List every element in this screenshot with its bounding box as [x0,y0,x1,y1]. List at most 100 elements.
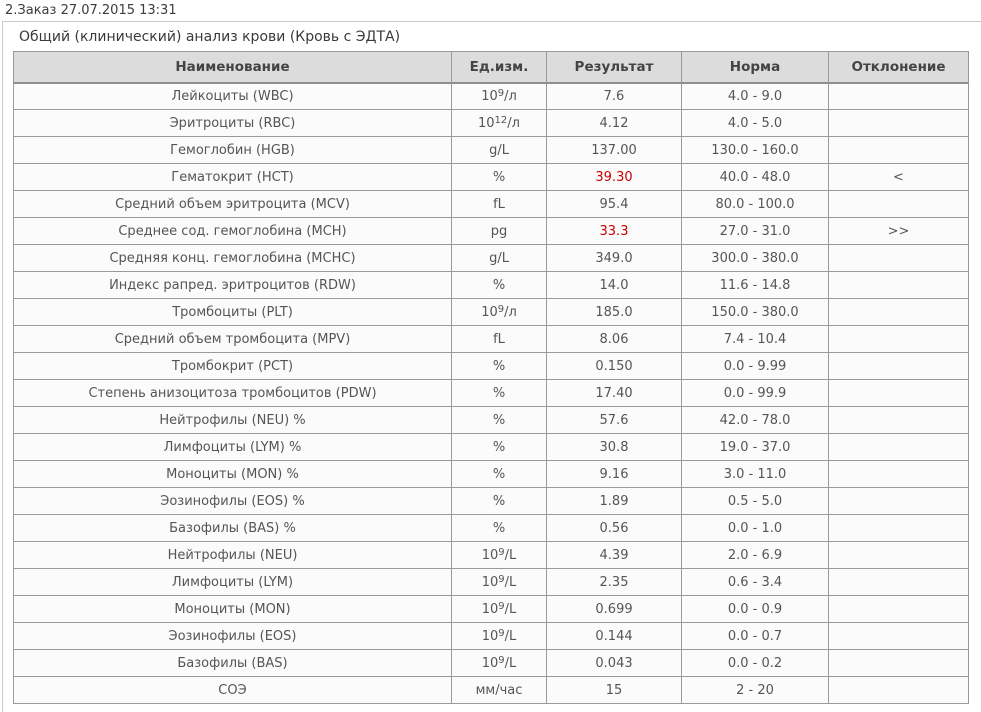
result-cell: 0.144 [546,622,682,650]
deviation-cell [828,271,969,299]
norm-cell: 0.0 - 0.2 [681,649,829,677]
norm-cell: 4.0 - 9.0 [681,82,829,110]
param-name-cell: Гемоглобин (HGB) [13,136,452,164]
table-row: Лимфоциты (LYM) %% 30.8 19.0 - 37.0 [13,433,969,461]
param-name-cell: Средний объем тромбоцита (MPV) [13,325,452,353]
result-cell: 8.06 [546,325,682,353]
deviation-cell [828,460,969,488]
table-row: Моноциты (MON) 109/L 0.699 0.0 - 0.9 [13,595,969,623]
deviation-cell [828,109,969,137]
param-name-cell: Эозинофилы (EOS) [13,622,452,650]
result-cell: 15 [546,676,682,704]
unit-cell: g/L [451,244,547,272]
table-row: Эозинофилы (EOS) 109/L 0.144 0.0 - 0.7 [13,622,969,650]
column-header-result: Результат [546,51,682,84]
result-cell: 33.3 [546,217,682,245]
param-name-cell: Моноциты (MON) % [13,460,452,488]
deviation-cell [828,379,969,407]
norm-cell: 0.0 - 9.99 [681,352,829,380]
result-cell: 137.00 [546,136,682,164]
unit-cell: 109/л [451,298,547,326]
deviation-cell [828,190,969,218]
deviation-cell [828,433,969,461]
unit-cell: 109/L [451,622,547,650]
result-cell: 4.12 [546,109,682,137]
unit-cell: % [451,406,547,434]
results-table: Наименование Ед.изм. Результат Норма Отк… [13,51,969,704]
param-name-cell: СОЭ [13,676,452,704]
table-row: Нейтрофилы (NEU) %% 57.6 42.0 - 78.0 [13,406,969,434]
norm-cell: 19.0 - 37.0 [681,433,829,461]
unit-cell: fL [451,190,547,218]
unit-cell: % [451,379,547,407]
result-cell: 0.043 [546,649,682,677]
norm-cell: 7.4 - 10.4 [681,325,829,353]
norm-cell: 80.0 - 100.0 [681,190,829,218]
norm-cell: 0.6 - 3.4 [681,568,829,596]
param-name-cell: Тромбоциты (PLT) [13,298,452,326]
report-caption: Общий (клинический) анализ крови (Кровь … [19,29,401,45]
unit-cell: 109/L [451,649,547,677]
norm-cell: 40.0 - 48.0 [681,163,829,191]
param-name-cell: Индекс рапред. эритроцитов (RDW) [13,271,452,299]
unit-superscript: 9 [498,573,505,585]
deviation-cell [828,352,969,380]
column-header-norm: Норма [681,51,829,84]
param-name-cell: Базофилы (BAS) [13,649,452,677]
results-table-body: Лейкоциты (WBC) 109/л 7.6 4.0 - 9.0 Эритроци… [13,82,969,704]
unit-cell: g/L [451,136,547,164]
norm-cell: 3.0 - 11.0 [681,460,829,488]
unit-cell: 109/L [451,568,547,596]
norm-cell: 0.0 - 1.0 [681,514,829,542]
table-row: Лейкоциты (WBC) 109/л 7.6 4.0 - 9.0 [13,82,969,110]
unit-superscript: 9 [498,654,505,666]
deviation-cell [828,82,969,110]
results-table-header: Наименование Ед.изм. Результат Норма Отк… [13,51,969,84]
param-name-cell: Лимфоциты (LYM) % [13,433,452,461]
table-row: Гематокрит (HCT)% 39.30 40.0 - 48.0 < [13,163,969,191]
table-row: Средняя конц. гемоглобина (MCHC) g/L 349.0… [13,244,969,272]
param-name-cell: Степень анизоцитоза тромбоцитов (PDW) [13,379,452,407]
table-row: Среднее сод. гемоглобина (MCH) pg 33.3 27.0… [13,217,969,245]
table-row: Эритроциты (RBC) 1012/л 4.12 4.0 - 5.0 [13,109,969,137]
deviation-cell [828,136,969,164]
unit-cell: 1012/л [451,109,547,137]
unit-cell: fL [451,325,547,353]
unit-cell: % [451,460,547,488]
param-name-cell: Эозинофилы (EOS) % [13,487,452,515]
param-name-cell: Среднее сод. гемоглобина (MCH) [13,217,452,245]
unit-superscript: 9 [497,303,505,315]
unit-cell: % [451,163,547,191]
result-cell: 185.0 [546,298,682,326]
table-row: Нейтрофилы (NEU) 109/L 4.39 2.0 - 6.9 [13,541,969,569]
unit-cell: 109/L [451,595,547,623]
order-title: 2.Заказ 27.07.2015 13:31 [5,3,177,18]
table-row: Тромбокрит (PCT)% 0.150 0.0 - 9.99 [13,352,969,380]
unit-cell: % [451,487,547,515]
deviation-cell [828,487,969,515]
norm-cell: 0.5 - 5.0 [681,487,829,515]
deviation-cell [828,595,969,623]
result-cell: 30.8 [546,433,682,461]
param-name-cell: Моноциты (MON) [13,595,452,623]
table-row: Базофилы (BAS) %% 0.56 0.0 - 1.0 [13,514,969,542]
deviation-cell [828,514,969,542]
deviation-cell [828,406,969,434]
param-name-cell: Лейкоциты (WBC) [13,82,452,110]
norm-cell: 2 - 20 [681,676,829,704]
unit-cell: % [451,514,547,542]
result-cell: 7.6 [546,82,682,110]
param-name-cell: Лимфоциты (LYM) [13,568,452,596]
deviation-cell [828,298,969,326]
table-row: Степень анизоцитоза тромбоцитов (PDW)% 17… [13,379,969,407]
param-name-cell: Гематокрит (HCT) [13,163,452,191]
result-cell: 349.0 [546,244,682,272]
result-cell: 1.89 [546,487,682,515]
table-row: Средний объем тромбоцита (MPV) fL 8.06 7.4 … [13,325,969,353]
result-cell: 2.35 [546,568,682,596]
report-panel: Общий (клинический) анализ крови (Кровь … [2,21,981,712]
result-cell: 0.150 [546,352,682,380]
param-name-cell: Базофилы (BAS) % [13,514,452,542]
unit-cell: 109/л [451,82,547,110]
